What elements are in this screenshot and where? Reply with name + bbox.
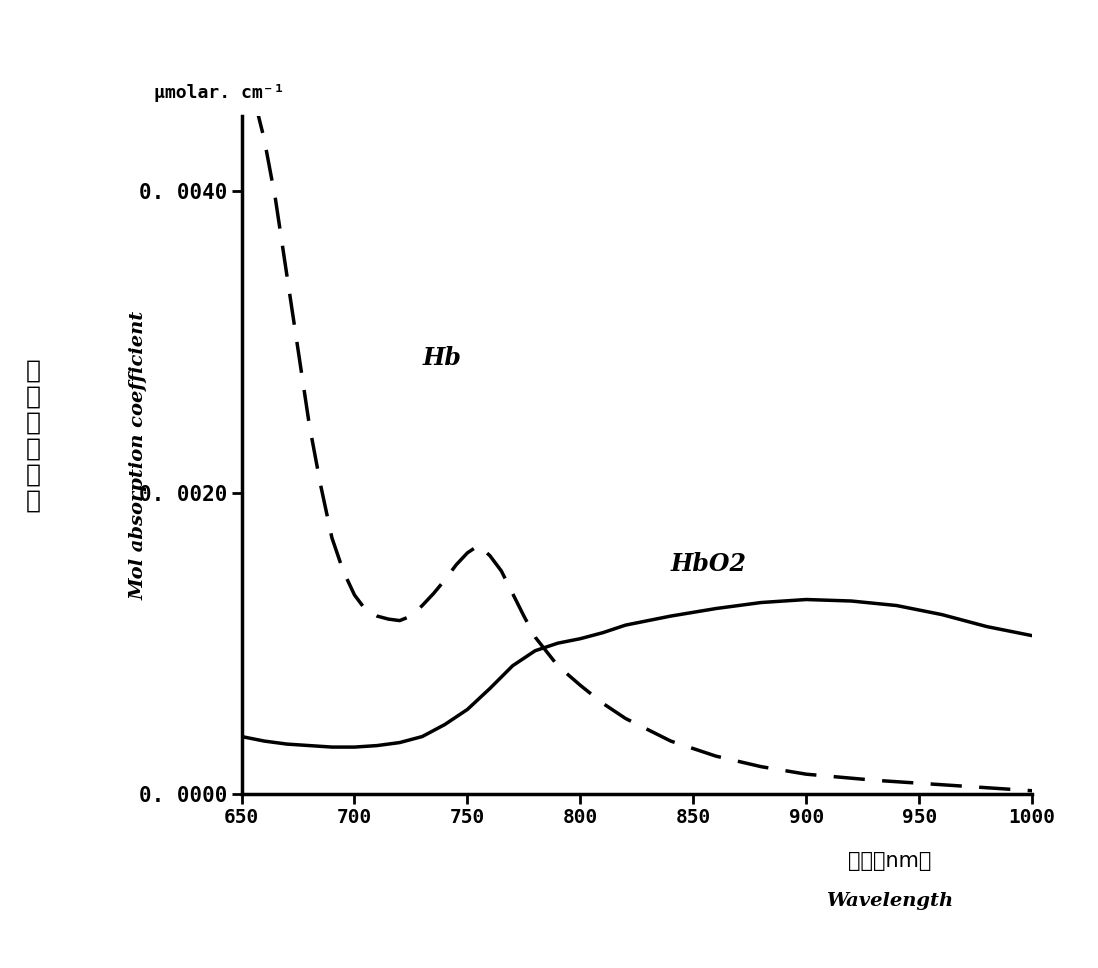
Text: Wavelength: Wavelength xyxy=(827,892,953,910)
Text: HbO2: HbO2 xyxy=(671,552,747,576)
Text: Hb: Hb xyxy=(423,346,461,370)
Text: μmolar. cm⁻¹: μmolar. cm⁻¹ xyxy=(154,83,284,102)
Text: 波长（nm）: 波长（nm） xyxy=(848,852,931,871)
Text: 摩
尔
吸
光
系
数: 摩 尔 吸 光 系 数 xyxy=(25,359,41,512)
Text: Mol absorption coefficient: Mol absorption coefficient xyxy=(130,311,148,599)
